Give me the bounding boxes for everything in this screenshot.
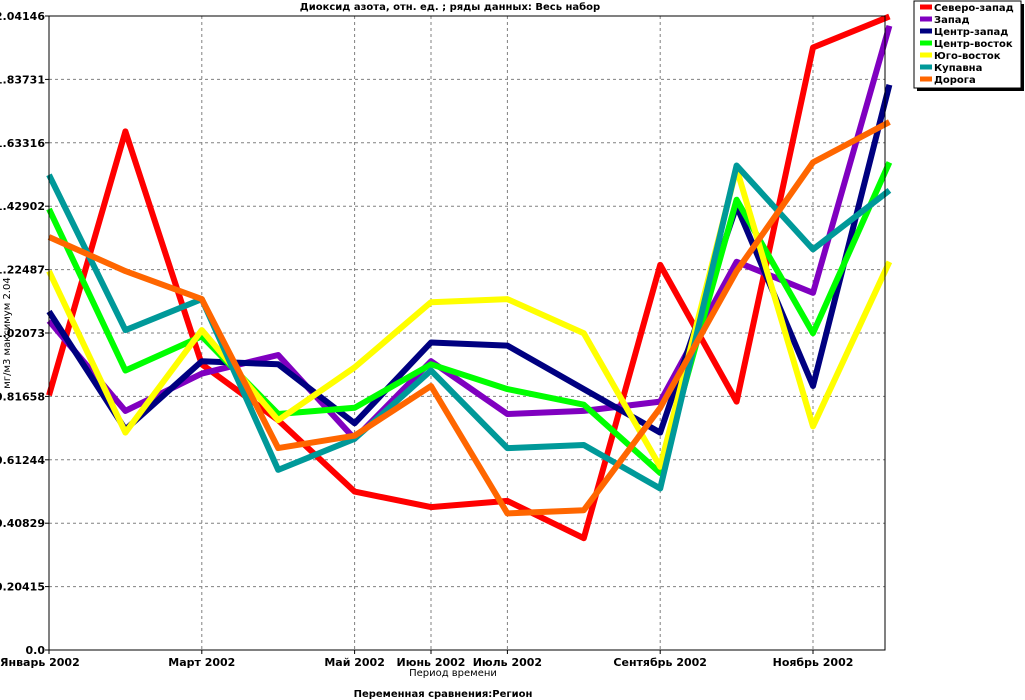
x-tick-label: Июнь 2002	[397, 656, 466, 669]
legend: Северо-западЗападЦентр-западЦентр-восток…	[913, 0, 1024, 91]
series-line	[46, 84, 893, 436]
series-line	[46, 165, 893, 470]
y-tick-label: 1.63316	[0, 137, 45, 150]
y-axis-ticks: 2.04146 1.83731 1.63316 1.42902 1.22487 1.020…	[0, 10, 49, 657]
series-line	[46, 162, 892, 492]
legend-entry-label: Северо-запад	[934, 3, 1014, 14]
x-tick-label: Июль 2002	[473, 656, 542, 669]
legend-entry-label: Купавна	[934, 63, 982, 74]
y-tick-label: 0.61244	[0, 454, 45, 467]
series-line	[46, 13, 891, 542]
x-tick-label: Май 2002	[324, 656, 385, 669]
legend-entry-label: Центр-восток	[934, 39, 1013, 50]
x-axis-ticks: Январь 2002 Март 2002 Май 2002 Июнь 2002 Июл…	[0, 650, 853, 669]
series-line	[46, 24, 893, 442]
y-tick-label: 1.42902	[0, 200, 45, 213]
y-tick-label: 1.83731	[0, 73, 45, 86]
x-tick-label: Сентябрь 2002	[613, 656, 707, 669]
y-tick-label: 0.20415	[0, 581, 45, 594]
y-tick-label: 1.22487	[0, 264, 45, 277]
grid-lines	[49, 16, 885, 650]
legend-entry-label: Дорога	[934, 75, 976, 86]
legend-entry-label: Юго-восток	[934, 51, 1001, 62]
y-tick-label: 0.40829	[0, 517, 45, 530]
y-tick-label: 1.02073	[0, 327, 45, 340]
y-axis-title: мг/м3 максимум 2.04	[2, 277, 13, 388]
series-line	[47, 119, 891, 517]
y-tick-label: 2.04146	[0, 10, 45, 23]
x-tick-label: Ноябрь 2002	[773, 656, 854, 669]
chart-title: Диоксид азота, отн. ед. ; ряды данных: В…	[300, 1, 600, 13]
series-lines	[46, 13, 893, 542]
legend-entry-label: Центр-запад	[934, 27, 1008, 38]
y-tick-label: 0.0	[26, 644, 46, 657]
x-tick-label: Март 2002	[168, 656, 235, 669]
comparison-variable-label: Переменная сравнения:Регион	[354, 689, 533, 700]
x-tick-label: Январь 2002	[0, 656, 80, 669]
legend-entry-label: Запад	[934, 15, 970, 26]
x-axis-title: Период времени	[409, 668, 497, 679]
y-tick-label: 0.81658	[0, 390, 45, 403]
